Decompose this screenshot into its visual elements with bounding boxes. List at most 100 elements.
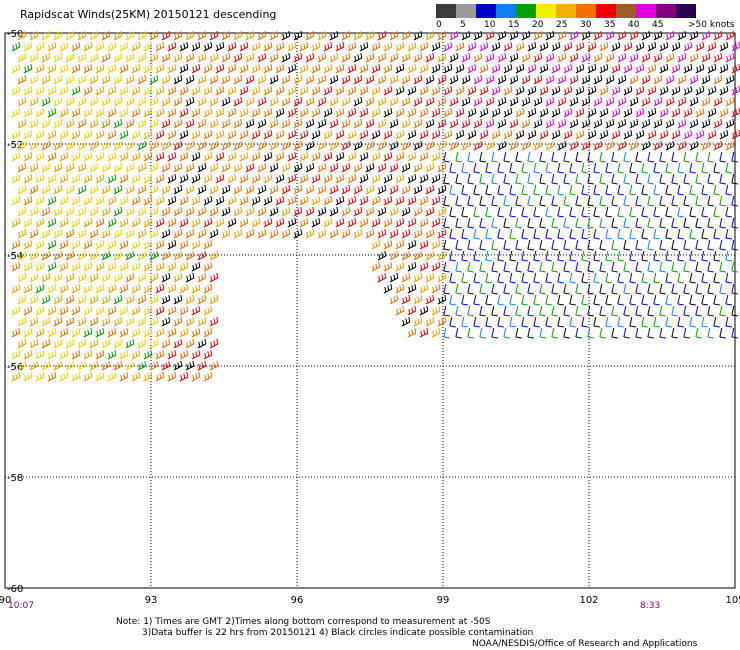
wind-barb [197, 272, 207, 283]
wind-barb [485, 118, 495, 129]
wind-barb [419, 195, 429, 206]
wind-barb [695, 41, 705, 52]
wind-barb [227, 195, 237, 206]
wind-barb [539, 41, 549, 52]
wind-barb [89, 74, 99, 85]
wind-barb [77, 184, 87, 195]
wind-barb [65, 74, 75, 85]
wind-barb [227, 63, 237, 74]
wind-barb [17, 206, 27, 217]
wind-barb [59, 107, 69, 118]
wind-barb [65, 162, 75, 173]
wind-barb [689, 52, 699, 63]
wind-barb [569, 162, 576, 174]
wind-barb [353, 184, 363, 195]
wind-barb [383, 173, 393, 184]
wind-barb [269, 228, 279, 239]
wind-barb [113, 118, 123, 129]
wind-barb [107, 239, 117, 250]
wind-barb [185, 250, 195, 261]
wind-barb [467, 327, 474, 339]
wind-barb [413, 140, 423, 151]
wind-barb [77, 272, 87, 283]
wind-barb [125, 338, 135, 349]
wind-barb [359, 195, 369, 206]
wind-barb [185, 162, 195, 173]
wind-barb [677, 96, 687, 107]
wind-barb [617, 140, 627, 151]
wind-barb [251, 195, 261, 206]
wind-barb [599, 283, 606, 295]
wind-barb [707, 85, 717, 96]
wind-barb [323, 217, 333, 228]
wind-barb [563, 85, 573, 96]
wind-barb [473, 184, 480, 196]
wind-barb [11, 371, 21, 382]
wind-barb [143, 41, 153, 52]
wind-barb [275, 151, 285, 162]
wind-barb [605, 250, 612, 262]
wind-barb [329, 52, 339, 63]
wind-barb [71, 261, 81, 272]
wind-barb [557, 162, 564, 174]
wind-barb [245, 162, 255, 173]
wind-barb [71, 41, 81, 52]
wind-barb [641, 184, 648, 196]
wind-barb [623, 261, 630, 273]
wind-speed-scale-labels: 0 5 10 15 20 25 30 35 40 45 >50 knots [436, 20, 736, 32]
wind-barb [143, 195, 153, 206]
wind-barb [77, 316, 87, 327]
wind-barb [17, 118, 27, 129]
wind-barb [605, 206, 612, 218]
wind-barb [89, 206, 99, 217]
wind-barb [89, 228, 99, 239]
wind-barb [11, 327, 21, 338]
wind-barb [683, 327, 690, 339]
wind-barb [431, 85, 441, 96]
map-title: Rapidscat Winds(25KM) 20150121 descendin… [20, 8, 277, 21]
wind-barb [551, 151, 558, 163]
scale-color-12 [676, 4, 696, 18]
wind-barb [29, 118, 39, 129]
wind-barb [209, 338, 219, 349]
wind-barb [143, 283, 153, 294]
wind-barb [167, 261, 177, 272]
wind-barb [113, 184, 123, 195]
wind-barb [341, 206, 351, 217]
wind-barb [665, 272, 672, 284]
wind-barb [101, 338, 111, 349]
wind-barb [611, 151, 618, 163]
wind-barb [341, 96, 351, 107]
wind-barb [575, 195, 582, 207]
wind-barb [359, 173, 369, 184]
wind-barb [209, 272, 219, 283]
wind-barb [695, 305, 702, 317]
wind-barb [257, 140, 267, 151]
wind-barb [83, 173, 93, 184]
wind-barb [455, 283, 462, 295]
wind-barb [77, 360, 87, 371]
wind-barb [329, 228, 339, 239]
wind-barb [119, 151, 129, 162]
wind-barb [287, 107, 297, 118]
wind-barb [437, 52, 447, 63]
wind-barb [407, 217, 417, 228]
wind-barb [227, 85, 237, 96]
wind-barb [119, 129, 129, 140]
wind-barb [311, 107, 321, 118]
scale-color-11 [656, 4, 676, 18]
wind-barb [209, 140, 219, 151]
wind-barb [653, 140, 663, 151]
wind-barb [17, 338, 27, 349]
wind-barb [83, 129, 93, 140]
wind-barb [215, 151, 225, 162]
wind-barb [161, 30, 171, 41]
wind-barb [533, 272, 540, 284]
wind-barb [59, 239, 69, 250]
wind-barb [599, 107, 609, 118]
wind-barb [395, 107, 405, 118]
wind-barb [125, 316, 135, 327]
wind-barb [635, 173, 642, 185]
wind-barb [581, 118, 591, 129]
wind-barb [395, 195, 405, 206]
